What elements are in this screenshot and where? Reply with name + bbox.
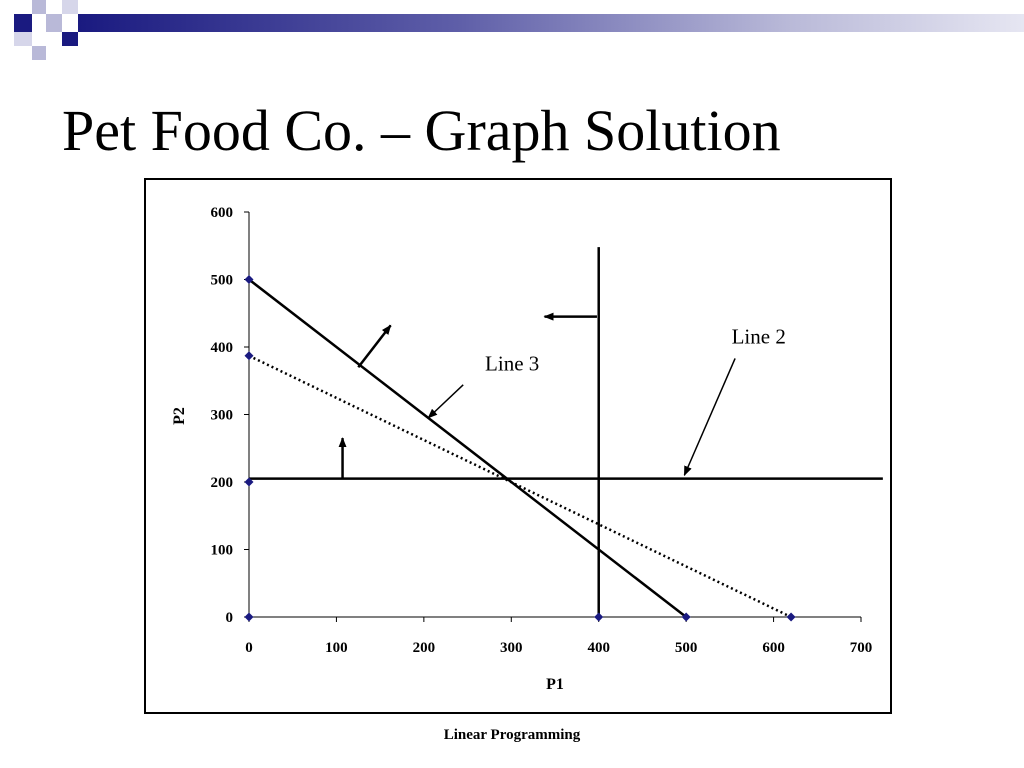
decoration-square: [62, 32, 78, 46]
annotations: Line 3 Line 2: [427, 325, 786, 477]
x-tick-label: 200: [413, 640, 436, 656]
slide-footer: Linear Programming: [443, 727, 581, 743]
data-point-marker: [594, 612, 604, 622]
decoration-square: [32, 46, 46, 60]
annotation-label: Line 3: [485, 352, 539, 376]
y-axis-title: P2: [171, 407, 188, 425]
x-tick-label: 300: [500, 640, 523, 656]
y-tick-label: 0: [226, 610, 234, 626]
data-point-marker: [681, 612, 691, 622]
markers: [244, 275, 796, 622]
data-point-marker: [244, 351, 254, 361]
direction-arrows: [338, 312, 597, 479]
y-tick-label: 200: [211, 475, 234, 491]
x-tick-label: 700: [850, 640, 873, 656]
data-point-marker: [244, 612, 254, 622]
data-point-marker: [244, 477, 254, 487]
annotation-label: Line 2: [732, 325, 786, 349]
x-tick-label: 0: [245, 640, 253, 656]
y-tick-label: 500: [211, 273, 234, 289]
y-tick-label: 400: [211, 340, 234, 356]
decoration-bar: [78, 14, 1024, 32]
x-tick-label: 600: [762, 640, 785, 656]
y-tick-label: 300: [211, 408, 234, 424]
x-tick-label: 500: [675, 640, 698, 656]
slide-title: Pet Food Co. – Graph Solution: [62, 98, 781, 163]
decoration-square: [46, 14, 62, 32]
decoration-square: [14, 14, 32, 32]
series-line: [248, 278, 687, 618]
direction-arrow: [357, 324, 392, 369]
x-tick-label: 400: [587, 640, 610, 656]
y-tick-label: 600: [211, 205, 234, 221]
y-ticks: 0 100 200 300 400 500 600: [211, 205, 249, 626]
annotation-pointer: [683, 358, 736, 477]
data-point-marker: [244, 275, 254, 284]
x-tick-label: 100: [325, 640, 348, 656]
decoration-square: [14, 32, 32, 46]
x-axis-title: P1: [546, 676, 564, 693]
y-tick-label: 100: [211, 543, 234, 559]
decoration-square: [32, 0, 46, 14]
chart: 0 100 200 300 400 500 600 700 0 100 200 300 400 500 6…: [171, 205, 883, 693]
annotation-pointer: [427, 384, 464, 419]
series-layer: [248, 247, 883, 619]
data-point-marker: [786, 612, 796, 622]
x-ticks: 0 100 200 300 400 500 600 700: [245, 617, 872, 656]
decoration-square: [62, 0, 78, 14]
series-line: [248, 354, 792, 619]
chart-frame: 0 100 200 300 400 500 600 700 0 100 200 300 400 500 6…: [144, 178, 892, 714]
slide-decoration: [0, 0, 1024, 70]
